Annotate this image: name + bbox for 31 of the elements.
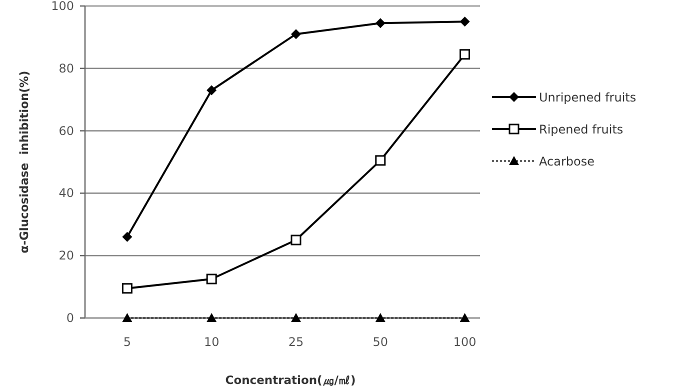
x-tick-label: 100 — [453, 335, 476, 349]
point — [291, 313, 301, 322]
x-axis-title: Concentration(㎍/㎖) — [225, 373, 356, 387]
y-tick-label: 20 — [58, 248, 74, 263]
y-tick-label: 60 — [58, 124, 74, 138]
point — [206, 313, 217, 322]
y-tick-label: 80 — [58, 61, 74, 76]
point — [375, 155, 386, 166]
point — [460, 313, 470, 322]
point — [291, 29, 301, 40]
y-tick-label: 100 — [51, 0, 74, 13]
point — [122, 313, 132, 322]
point — [460, 49, 470, 60]
point — [375, 313, 386, 322]
legend-label: Ripened fruits — [539, 122, 624, 136]
legend-label: Acarbose — [539, 154, 594, 168]
y-tick-label: 40 — [58, 186, 74, 200]
point — [122, 283, 132, 294]
point — [290, 234, 302, 246]
point — [206, 274, 217, 284]
x-tick-label: 10 — [204, 335, 220, 349]
point — [375, 18, 386, 28]
legend-label: Unripened fruits — [539, 90, 636, 104]
x-tick-label: 5 — [123, 335, 132, 349]
point — [206, 85, 217, 96]
x-tick-label: 50 — [372, 335, 388, 349]
point — [460, 16, 470, 27]
point — [122, 232, 132, 242]
y-axis-title: α-Glucosidase inhibition(%) — [17, 70, 31, 254]
y-tick-label: 0 — [66, 311, 74, 325]
x-tick-label: 25 — [288, 335, 304, 349]
